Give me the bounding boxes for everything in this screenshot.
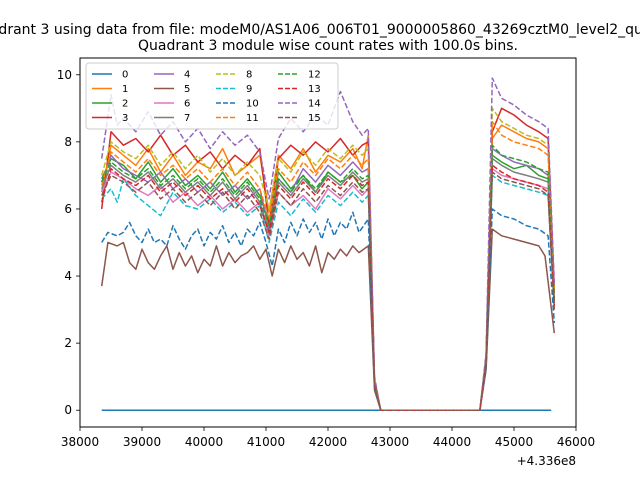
x-offset-label: +4.336e8 bbox=[517, 454, 576, 468]
series-line-12 bbox=[101, 144, 556, 411]
series-line-6 bbox=[101, 167, 556, 411]
legend-label-1: 1 bbox=[122, 84, 128, 95]
x-tick-label: 43000 bbox=[371, 435, 409, 449]
x-tick-label: 45000 bbox=[495, 435, 533, 449]
y-tick-label: 10 bbox=[57, 68, 72, 82]
y-tick-label: 0 bbox=[64, 403, 72, 417]
y-tick-label: 6 bbox=[64, 202, 72, 216]
x-tick-label: 41000 bbox=[247, 435, 285, 449]
legend-label-10: 10 bbox=[246, 99, 259, 110]
x-tick-label: 39000 bbox=[123, 435, 161, 449]
legend-label-14: 14 bbox=[308, 99, 321, 110]
series-line-4 bbox=[100, 147, 556, 411]
legend-label-4: 4 bbox=[184, 70, 190, 81]
legend-label-9: 9 bbox=[246, 84, 252, 95]
legend-label-2: 2 bbox=[122, 99, 128, 110]
series-line-15 bbox=[101, 171, 556, 411]
series-line-9 bbox=[101, 174, 556, 411]
x-tick-label: 40000 bbox=[185, 435, 223, 449]
legend-label-8: 8 bbox=[246, 70, 252, 81]
series-line-13 bbox=[100, 164, 556, 411]
x-tick-label: 44000 bbox=[433, 435, 471, 449]
legend-label-15: 15 bbox=[308, 113, 321, 124]
y-tick-label: 8 bbox=[64, 135, 72, 149]
x-tick-label: 38000 bbox=[61, 435, 99, 449]
y-tick-label: 4 bbox=[64, 269, 72, 283]
series-line-1 bbox=[100, 124, 556, 411]
legend-label-5: 5 bbox=[184, 84, 190, 95]
legend-label-0: 0 bbox=[122, 70, 128, 81]
x-tick-label: 42000 bbox=[309, 435, 347, 449]
legend-label-6: 6 bbox=[184, 99, 190, 110]
series-line-3 bbox=[100, 107, 556, 411]
legend-label-3: 3 bbox=[122, 113, 128, 124]
figure-suptitle: Plots for Quadrant 3 using data from fil… bbox=[0, 22, 640, 38]
series-line-7 bbox=[101, 157, 556, 411]
series-layer bbox=[100, 77, 556, 411]
x-axis: 38000 39000 40000 41000 42000 43000 44000 45000… bbox=[61, 427, 595, 449]
chart-title: Quadrant 3 module wise count rates with … bbox=[138, 38, 518, 54]
y-tick-label: 2 bbox=[64, 336, 72, 350]
series-line-10 bbox=[101, 208, 556, 411]
y-axis: 0 2 4 6 8 10 bbox=[57, 68, 80, 417]
legend-frame bbox=[85, 62, 339, 130]
x-tick-label: 46000 bbox=[557, 435, 595, 449]
legend-label-13: 13 bbox=[308, 84, 321, 95]
legend-label-11: 11 bbox=[246, 113, 259, 124]
series-line-8 bbox=[100, 107, 556, 411]
legend-label-7: 7 bbox=[184, 113, 190, 124]
legend-label-12: 12 bbox=[308, 70, 321, 81]
